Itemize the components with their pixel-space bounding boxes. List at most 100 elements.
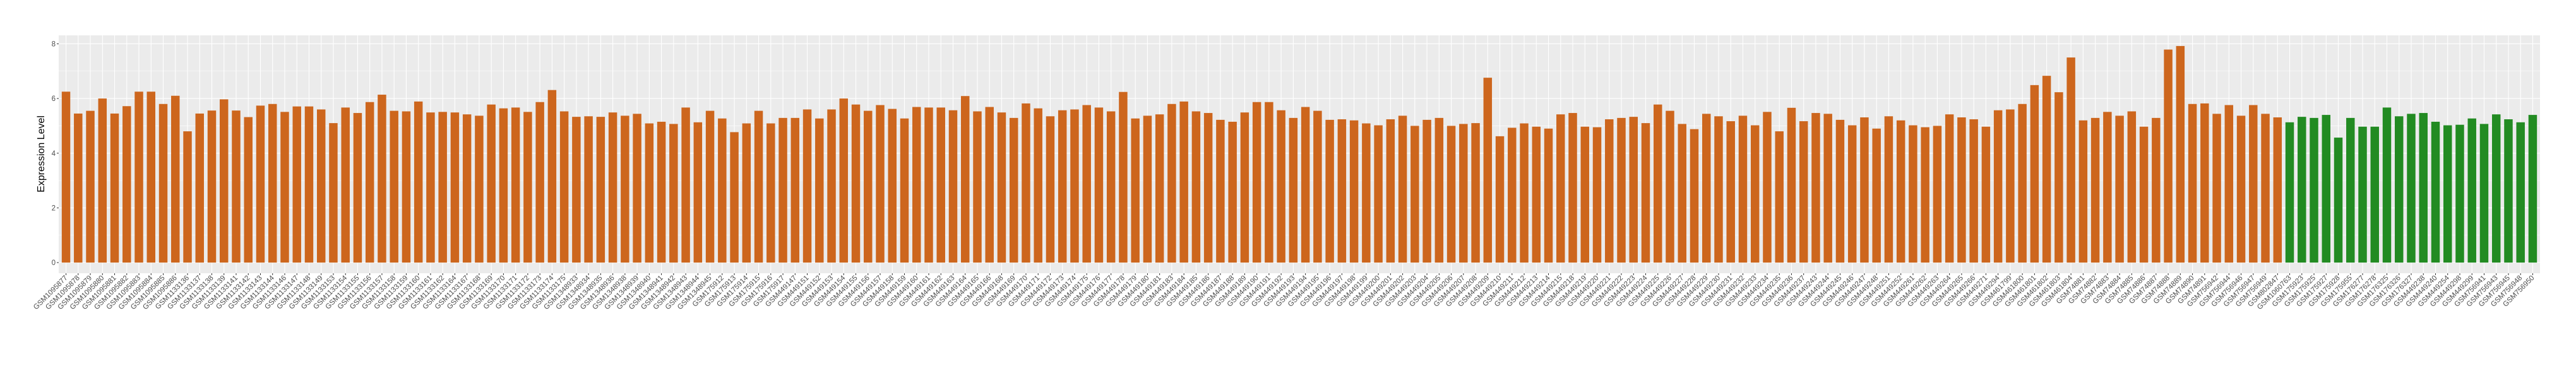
y-tick-label: 6 [52,95,56,103]
bar [2467,118,2476,263]
bar [475,115,484,263]
y-tick-label: 2 [52,204,56,212]
bar [1981,126,1991,263]
bar [876,105,885,263]
bar [1811,113,1820,263]
bar [1823,114,1832,263]
bar [1520,123,1529,263]
bar [657,121,666,263]
bar [353,113,362,263]
bar [1544,128,1553,263]
bar [1860,117,1869,263]
bar [2455,124,2464,263]
bar [1277,110,1285,263]
bar [535,102,544,263]
bar [1483,78,1493,263]
bar [256,105,265,263]
bar [2382,107,2392,263]
bar [2224,105,2234,263]
bar [1289,117,1298,263]
bar [2346,117,2355,263]
bar [2285,122,2294,263]
bar [912,107,921,263]
bar [1131,118,1140,263]
bar [1495,136,1505,263]
bar [1775,131,1784,263]
bar [122,106,131,263]
bar [1252,102,1261,263]
bar [1228,121,1237,263]
bar [2407,114,2416,263]
bar [1070,109,1079,263]
bar [220,99,229,263]
bar [1034,108,1042,263]
bar [1094,107,1104,263]
bar [1325,119,1334,263]
bar [1896,120,1905,263]
bar [572,117,581,263]
bar [1605,119,1614,263]
bar [1508,127,1517,263]
bar [1592,127,1602,263]
bar [1532,126,1541,263]
bar [2249,105,2258,263]
bar [98,98,107,263]
bar [2152,117,2161,263]
bar [2491,114,2501,263]
bar [195,113,204,263]
bar [997,112,1006,263]
bar [1641,123,1650,263]
bar [790,117,800,263]
bar [134,92,143,263]
bar [2090,117,2100,263]
bar [1799,121,1808,263]
bar [2176,45,2185,263]
bar [2322,115,2331,263]
bar [438,112,447,263]
bar [1422,119,1431,263]
bar [378,95,386,263]
bar [2127,111,2137,263]
bar [462,114,472,263]
bar [1933,126,1942,263]
bar [559,111,569,263]
bar [316,109,326,263]
bar [171,95,180,263]
bar [1216,119,1225,263]
bar [1398,115,1407,263]
bar [523,112,532,263]
bar [2443,125,2452,263]
bar [329,123,338,263]
bar [2054,92,2063,263]
bar [1568,113,1577,263]
bar [851,104,861,263]
plot-panel [59,35,2540,273]
bar [1155,114,1164,263]
bar [2528,115,2537,263]
bar [232,110,241,263]
y-axis-title: Expression Level [36,115,47,192]
bar [1909,125,1917,263]
bar [2042,76,2051,263]
bar [2261,114,2270,263]
bar [802,109,812,263]
bar [1459,124,1468,263]
bar [414,101,423,263]
bar [268,103,277,263]
bar [280,112,289,263]
bar [681,107,690,263]
bar [2310,117,2318,263]
bar [973,111,982,263]
bar [985,107,994,263]
bar [1374,125,1383,263]
bar [2164,49,2173,263]
bars [61,45,2537,263]
bar [1945,114,1954,263]
bar [1957,117,1966,263]
bar [742,123,751,263]
bar [827,109,836,263]
bar [1349,120,1359,263]
bar [1082,105,1091,263]
bar [1434,117,1444,263]
